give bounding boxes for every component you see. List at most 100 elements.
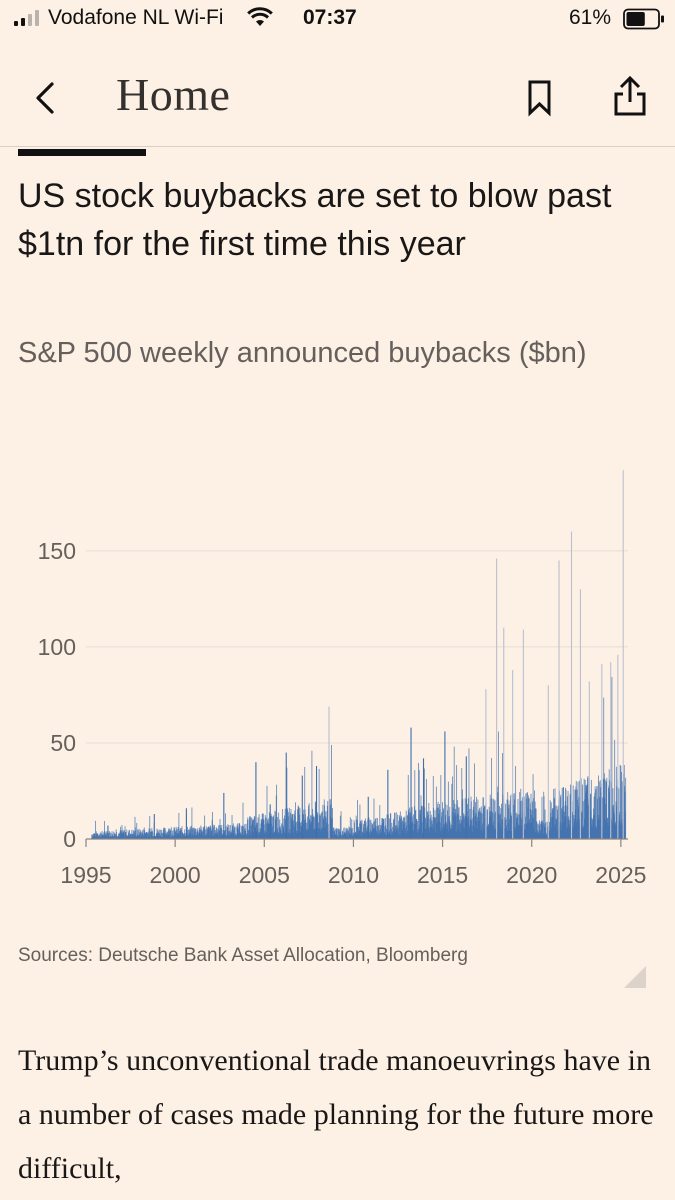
weekly-bar — [481, 813, 483, 839]
weekly-bar — [243, 826, 245, 839]
weekly-bar — [175, 826, 177, 839]
share-icon — [614, 75, 646, 116]
weekly-bar — [603, 697, 605, 839]
weekly-bar — [149, 816, 151, 839]
weekly-bar — [441, 812, 443, 839]
bookmark-icon — [528, 80, 551, 117]
weekly-bar — [395, 812, 397, 839]
weekly-bar — [580, 811, 582, 839]
weekly-bar — [406, 825, 407, 839]
weekly-bar — [476, 796, 477, 839]
bookmark-button[interactable] — [524, 78, 556, 118]
weekly-bar — [432, 775, 434, 839]
weekly-bar — [425, 778, 427, 839]
navigation-bar: Home — [0, 42, 675, 147]
weekly-bar — [273, 815, 274, 839]
weekly-bar — [109, 832, 111, 839]
peak-bar — [579, 589, 581, 839]
weekly-bar — [133, 831, 135, 839]
weekly-bar — [528, 798, 530, 839]
peak-bar — [522, 629, 524, 839]
peak-bar — [547, 685, 549, 839]
weekly-bar — [424, 817, 426, 839]
weekly-bar — [451, 783, 453, 839]
weekly-bar — [234, 827, 236, 839]
weekly-bar — [220, 827, 222, 839]
weekly-bar — [549, 821, 550, 839]
weekly-bar — [391, 822, 393, 839]
weekly-bar — [287, 809, 289, 839]
weekly-bar — [493, 813, 495, 839]
weekly-bar — [304, 766, 306, 839]
weekly-bar — [129, 829, 130, 839]
weekly-bar — [404, 816, 406, 839]
weekly-bar — [295, 821, 297, 839]
clock: 07:37 — [303, 6, 357, 29]
x-tick-label-2010: 2010 — [328, 862, 379, 888]
weekly-bar — [520, 788, 522, 839]
weekly-bar — [355, 815, 357, 839]
weekly-bar — [380, 825, 382, 839]
x-tick-label-2020: 2020 — [506, 862, 557, 888]
weekly-bar — [508, 804, 510, 839]
weekly-bar — [312, 814, 314, 839]
peak-bar — [285, 752, 287, 839]
resize-handle-icon[interactable] — [624, 966, 646, 988]
x-tick-label-1995: 1995 — [60, 862, 111, 888]
weekly-bar — [497, 731, 499, 839]
weekly-bar — [618, 788, 620, 839]
weekly-bar — [147, 831, 149, 839]
weekly-bar — [140, 831, 142, 839]
weekly-bar — [392, 826, 394, 839]
weekly-bar — [163, 827, 165, 839]
weekly-bar — [418, 762, 419, 839]
weekly-bar — [106, 831, 108, 839]
chevron-left-icon — [36, 82, 54, 114]
weekly-bar — [458, 807, 460, 839]
back-button[interactable] — [28, 78, 64, 118]
weekly-bar — [121, 825, 123, 839]
weekly-bar — [313, 817, 315, 839]
weekly-bar — [399, 816, 401, 839]
weekly-bar — [535, 808, 536, 839]
status-bar: Vodafone NL Wi-Fi 07:37 61% — [0, 0, 675, 40]
weekly-bar — [152, 830, 153, 839]
weekly-bar — [104, 821, 105, 839]
weekly-bar — [440, 775, 442, 839]
weekly-bar — [293, 813, 295, 839]
weekly-bar — [547, 826, 548, 839]
weekly-bar — [327, 800, 329, 839]
weekly-bar — [192, 829, 194, 839]
weekly-bar — [108, 831, 110, 839]
peak-bar — [570, 531, 573, 839]
weekly-bar — [118, 833, 120, 839]
weekly-bar — [336, 828, 338, 839]
weekly-bar — [377, 825, 379, 839]
weekly-bar — [170, 830, 172, 839]
weekly-bar — [545, 822, 547, 839]
weekly-bar — [621, 781, 623, 839]
weekly-bar — [385, 828, 387, 839]
peak-bar — [422, 758, 425, 839]
chart-source: Sources: Deutsche Bank Asset Allocation,… — [18, 945, 468, 966]
weekly-bar — [528, 795, 530, 839]
chart-subtitle: S&P 500 weekly announced buybacks ($bn) — [18, 337, 587, 369]
weekly-bar — [572, 811, 573, 839]
weekly-bar — [199, 829, 201, 839]
weekly-bar — [149, 831, 151, 839]
weekly-bar — [517, 798, 519, 839]
weekly-bar — [191, 807, 193, 839]
y-tick-label-0: 0 — [63, 826, 76, 852]
weekly-bar — [492, 798, 494, 839]
weekly-bar — [590, 779, 592, 839]
weekly-bar — [580, 778, 582, 839]
y-tick-label-150: 150 — [38, 538, 76, 564]
weekly-bar — [242, 802, 244, 839]
share-button[interactable] — [610, 74, 650, 118]
peak-bar — [153, 814, 155, 839]
weekly-bar — [187, 826, 188, 839]
weekly-bar — [566, 796, 568, 839]
weekly-bar — [563, 787, 565, 839]
weekly-bar — [406, 815, 408, 839]
weekly-bar — [583, 778, 585, 839]
